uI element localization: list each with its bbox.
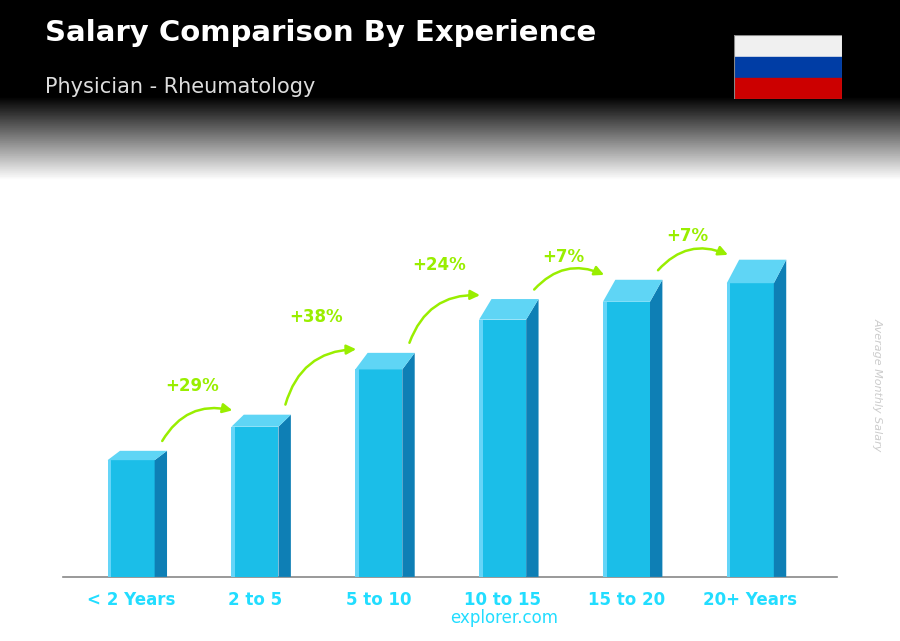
Text: explorer.com: explorer.com bbox=[450, 609, 558, 627]
Text: +29%: +29% bbox=[165, 378, 219, 395]
Polygon shape bbox=[108, 460, 155, 577]
Bar bbox=[734, 78, 842, 99]
Polygon shape bbox=[603, 302, 607, 577]
Text: +24%: +24% bbox=[412, 256, 466, 274]
Polygon shape bbox=[727, 283, 774, 577]
Text: Salary Comparison By Experience: Salary Comparison By Experience bbox=[45, 19, 596, 47]
Text: salary: salary bbox=[393, 609, 450, 627]
Polygon shape bbox=[231, 415, 291, 427]
Polygon shape bbox=[231, 427, 235, 577]
Text: 279,000 RUB: 279,000 RUB bbox=[357, 334, 445, 347]
Polygon shape bbox=[727, 283, 731, 577]
Polygon shape bbox=[727, 260, 787, 283]
Text: Physician - Rheumatology: Physician - Rheumatology bbox=[45, 77, 315, 97]
Polygon shape bbox=[479, 320, 526, 577]
Polygon shape bbox=[155, 451, 167, 577]
Text: 202,000 RUB: 202,000 RUB bbox=[234, 396, 320, 409]
Polygon shape bbox=[526, 299, 538, 577]
Polygon shape bbox=[356, 369, 359, 577]
Polygon shape bbox=[231, 427, 278, 577]
Text: 370,000 RUB: 370,000 RUB bbox=[606, 261, 692, 274]
Polygon shape bbox=[603, 302, 650, 577]
Polygon shape bbox=[356, 369, 402, 577]
Polygon shape bbox=[108, 451, 167, 460]
Polygon shape bbox=[278, 415, 291, 577]
Polygon shape bbox=[402, 353, 415, 577]
Polygon shape bbox=[774, 260, 787, 577]
Text: 346,000 RUB: 346,000 RUB bbox=[482, 281, 568, 294]
Bar bbox=[734, 56, 842, 78]
Text: Average Monthly Salary: Average Monthly Salary bbox=[872, 318, 883, 451]
Polygon shape bbox=[603, 279, 662, 302]
Bar bbox=[734, 35, 842, 56]
Text: +7%: +7% bbox=[543, 247, 584, 265]
Polygon shape bbox=[479, 299, 538, 320]
Polygon shape bbox=[356, 353, 415, 369]
Text: +38%: +38% bbox=[289, 308, 342, 326]
Polygon shape bbox=[650, 279, 662, 577]
Polygon shape bbox=[108, 460, 112, 577]
Text: 157,000 RUB: 157,000 RUB bbox=[14, 451, 102, 463]
Text: 395,000 RUB: 395,000 RUB bbox=[792, 241, 879, 254]
Polygon shape bbox=[479, 320, 482, 577]
Text: +7%: +7% bbox=[666, 227, 708, 246]
